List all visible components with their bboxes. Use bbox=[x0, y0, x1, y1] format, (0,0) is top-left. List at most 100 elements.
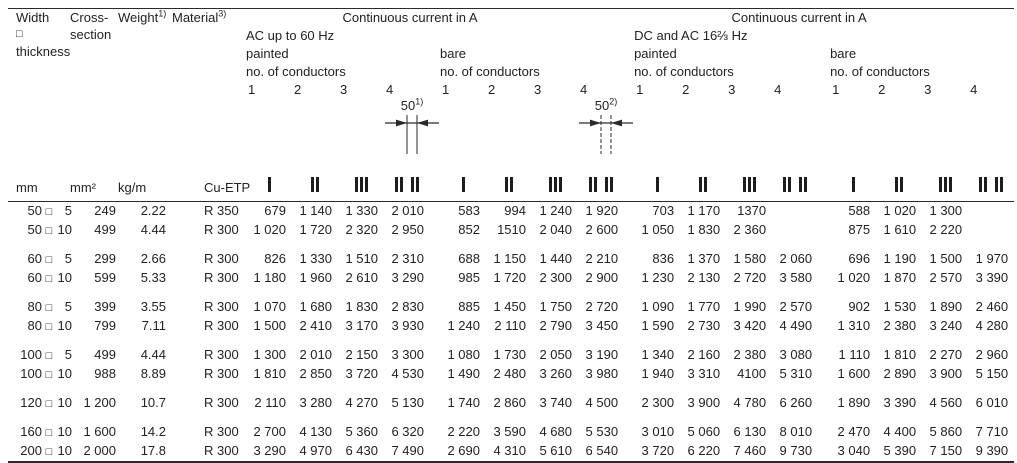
size-cell: 200 □ 10 bbox=[8, 442, 72, 462]
current-value-cell: 2 900 bbox=[585, 270, 619, 285]
current-value-cell: 1 810 bbox=[883, 347, 917, 362]
current-value-cell: 2 570 bbox=[779, 299, 813, 314]
column-spacer bbox=[430, 365, 440, 384]
current-value-cell: 2 700 bbox=[253, 424, 286, 439]
conductors-2-icon bbox=[292, 158, 338, 202]
column-spacer bbox=[430, 158, 440, 202]
current-value-cell: 2 570 bbox=[929, 270, 963, 285]
current-value-cell: 902 bbox=[848, 299, 871, 314]
conductors-4-icon bbox=[772, 158, 819, 202]
current-value-cell: 1 080 bbox=[447, 347, 480, 362]
current-value-cell: 2 300 bbox=[539, 270, 572, 285]
conductor-count-row: 1 2 3 4 1 2 3 4 1 2 3 4 1 2 3 4 bbox=[8, 81, 1014, 99]
column-spacer bbox=[818, 158, 831, 202]
current-value-cell: 2 850 bbox=[299, 366, 332, 381]
conductors-3-icon bbox=[532, 158, 578, 202]
column-spacer bbox=[818, 63, 830, 81]
current-value-cell: 2 890 bbox=[883, 366, 917, 381]
current-value-cell: 3 260 bbox=[539, 366, 572, 381]
column-spacer bbox=[818, 384, 830, 413]
current-value-cell: 4 780 bbox=[733, 395, 767, 410]
current-value-cell: 4 490 bbox=[779, 318, 813, 333]
cross-section-cell: 399 bbox=[94, 299, 116, 314]
current-value-cell: 2 040 bbox=[539, 222, 572, 237]
column-spacer bbox=[818, 317, 830, 336]
current-value-cell: 4100 bbox=[737, 366, 767, 381]
current-value-cell: 994 bbox=[504, 203, 526, 218]
bar-width: 200 bbox=[20, 443, 42, 458]
weight-footnote-marker: 1) bbox=[158, 8, 167, 19]
current-value-cell: 1 990 bbox=[733, 299, 767, 314]
square-symbol: □ bbox=[45, 254, 53, 266]
column-spacer bbox=[430, 269, 440, 288]
current-value-cell: 5 130 bbox=[391, 395, 424, 410]
current-value-cell: 3 390 bbox=[975, 270, 1009, 285]
current-value-cell: 4 500 bbox=[585, 395, 619, 410]
current-value-cell: 1 490 bbox=[447, 366, 480, 381]
column-spacer bbox=[818, 442, 830, 462]
bar-thickness: 5 bbox=[64, 203, 72, 218]
current-value-cell: 1 050 bbox=[641, 222, 675, 237]
material-cell: R 300 bbox=[204, 424, 239, 439]
conductors-1-icon bbox=[634, 158, 681, 202]
conductors-1-icon bbox=[440, 158, 486, 202]
current-value-cell: 2 270 bbox=[929, 347, 963, 362]
bar-width: 80 bbox=[27, 318, 42, 333]
current-value-cell: 2 300 bbox=[641, 395, 675, 410]
column-spacer bbox=[818, 269, 830, 288]
material-cell: R 300 bbox=[204, 270, 239, 285]
conductor-count-header: 2 bbox=[488, 82, 496, 97]
cross-section-cell: 499 bbox=[94, 222, 116, 237]
conductors-2-icon bbox=[486, 158, 532, 202]
current-value-cell: 3 170 bbox=[345, 318, 378, 333]
weight-cell: 10.7 bbox=[140, 395, 166, 410]
conductors-3-icon bbox=[726, 158, 773, 202]
current-value-cell: 885 bbox=[458, 299, 480, 314]
current-value-cell: 2 160 bbox=[687, 347, 721, 362]
current-value-cell: 2 720 bbox=[585, 299, 619, 314]
current-value-cell: 4 680 bbox=[539, 424, 572, 439]
current-value-cell: 1510 bbox=[497, 222, 526, 237]
current-value-cell: 6 010 bbox=[975, 395, 1009, 410]
table-row: 60 □ 10 599 5.33 R 300 1 180 1 960 2 610 3 290 985… bbox=[8, 269, 1014, 288]
conductor-count-header: 4 bbox=[774, 82, 782, 97]
column-spacer bbox=[624, 202, 634, 222]
column-spacer bbox=[430, 288, 440, 317]
current-value-cell: 2 960 bbox=[975, 347, 1009, 362]
width-label: Width bbox=[16, 10, 50, 25]
current-value-cell: 1 740 bbox=[447, 395, 480, 410]
current-value-cell: 1 150 bbox=[493, 251, 526, 266]
current-value-cell: 2 380 bbox=[883, 318, 917, 333]
current-value-cell: 2 830 bbox=[391, 299, 424, 314]
current-value-cell: 1 310 bbox=[837, 318, 871, 333]
weight-cell: 5.33 bbox=[140, 270, 166, 285]
table-row: 100 □ 10 988 8.89 R 300 1 810 2 850 3 720 4 530 1 … bbox=[8, 365, 1014, 384]
busbar-rating-table: Width □ thickness Cross- section Weight1… bbox=[8, 8, 1015, 463]
size-cell: 60 □ 10 bbox=[8, 269, 72, 288]
conductors-2-icon bbox=[680, 158, 727, 202]
current-value-cell: 4 270 bbox=[345, 395, 378, 410]
bar-width: 50 bbox=[27, 222, 42, 237]
cross-section-cell: 299 bbox=[94, 251, 116, 266]
size-cell: 50 □ 10 bbox=[8, 221, 72, 240]
current-value-cell: 4 310 bbox=[493, 443, 526, 458]
current-value-cell: 2 410 bbox=[299, 318, 332, 333]
material-cell: R 300 bbox=[204, 366, 239, 381]
current-value-cell: 1 170 bbox=[687, 203, 721, 218]
square-symbol: □ bbox=[45, 225, 53, 237]
conductors-label: no. of conductors bbox=[440, 64, 540, 79]
weight-cell: 14.2 bbox=[140, 424, 166, 439]
current-value-cell: 4 970 bbox=[299, 443, 332, 458]
current-value-cell: 1 190 bbox=[883, 251, 917, 266]
current-value-cell: 3 930 bbox=[391, 318, 424, 333]
bar-thickness: 10 bbox=[57, 222, 72, 237]
current-value-cell: 588 bbox=[848, 203, 871, 218]
subtitle-dc: DC and AC 16⅔ Hz bbox=[634, 28, 748, 43]
current-value-cell: 1 890 bbox=[929, 299, 963, 314]
current-value-cell: 3 310 bbox=[687, 366, 721, 381]
current-value-cell: 826 bbox=[264, 251, 286, 266]
unit-mm: mm bbox=[8, 158, 70, 202]
current-value-cell: 1 090 bbox=[641, 299, 675, 314]
square-symbol: □ bbox=[45, 446, 53, 458]
current-value-cell: 3 040 bbox=[837, 443, 871, 458]
